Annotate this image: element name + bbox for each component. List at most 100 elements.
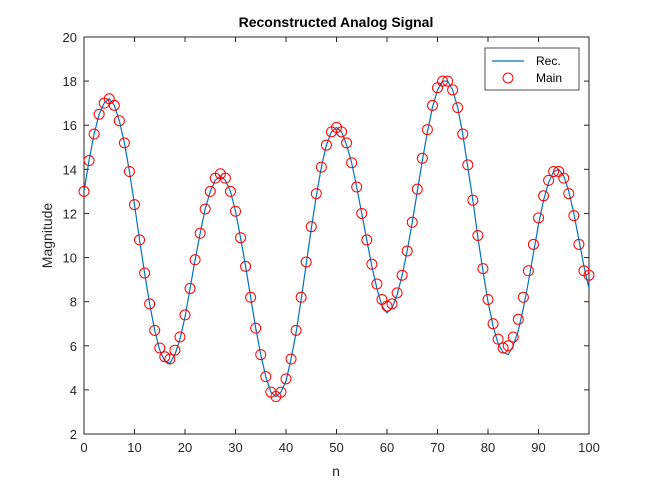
data-point-main [169, 344, 181, 356]
data-point-main [492, 333, 504, 345]
data-point-main [467, 194, 479, 206]
data-point-main [341, 137, 353, 149]
data-point-main [447, 84, 459, 96]
legend-box [484, 47, 580, 91]
x-tick-label: 10 [127, 440, 141, 455]
data-point-main [78, 185, 90, 197]
data-point-main [517, 291, 529, 303]
data-point-main [437, 75, 449, 87]
data-point-main [543, 174, 555, 186]
data-point-main [502, 340, 514, 352]
data-point-main [179, 309, 191, 321]
data-point-main [401, 245, 413, 257]
ticks: 0 10 20 30 40 50 60 70 80 90 100 2 4 6 8 10 12 14 16 18 20 [63, 30, 600, 455]
data-point-main [563, 188, 575, 200]
data-point-main [235, 232, 247, 244]
data-point-main [356, 207, 368, 219]
data-point-main [573, 238, 585, 250]
data-point-main [315, 161, 327, 173]
data-point-main [144, 298, 156, 310]
data-point-main [477, 263, 489, 275]
data-point-main [199, 203, 211, 215]
data-point-main [275, 386, 287, 398]
data-point-main [346, 157, 358, 169]
series-layer [78, 75, 595, 403]
data-point-main [255, 349, 267, 361]
legend-label-rec: Rec. [536, 54, 561, 68]
data-point-main [452, 102, 464, 114]
data-point-main [426, 99, 438, 111]
data-point-main [522, 265, 534, 277]
x-tick-label: 40 [279, 440, 293, 455]
data-point-main [118, 137, 130, 149]
y-tick-label: 18 [63, 74, 77, 89]
plot-area [83, 36, 590, 435]
legend-label-main: Main [536, 71, 562, 85]
data-point-main [300, 256, 312, 268]
y-tick-label: 8 [70, 295, 77, 310]
data-point-main [139, 267, 151, 279]
data-point-main [351, 181, 363, 193]
data-point-main [336, 126, 348, 138]
x-tick-label: 90 [531, 440, 545, 455]
x-tick-label: 0 [80, 440, 87, 455]
data-point-main [219, 172, 231, 184]
data-point-main [366, 258, 378, 270]
data-point-main [290, 324, 302, 336]
data-point-main [240, 260, 252, 272]
data-point-main [123, 166, 135, 178]
data-point-main [497, 342, 509, 354]
data-point-main [361, 234, 373, 246]
chart-title: Reconstructed Analog Signal [239, 14, 434, 30]
data-point-main [472, 230, 484, 241]
data-point-main [421, 124, 433, 136]
data-point-main [391, 287, 403, 299]
data-point-main [568, 210, 580, 222]
data-point-main [527, 238, 539, 250]
data-point-main [164, 353, 176, 365]
data-point-main [154, 342, 166, 354]
data-point-main [224, 185, 236, 197]
data-point-main [442, 75, 454, 87]
data-point-main [310, 188, 322, 200]
data-point-main [548, 166, 560, 178]
y-tick-label: 10 [63, 251, 77, 266]
data-point-main [134, 234, 146, 246]
y-tick-label: 16 [63, 118, 77, 133]
data-point-main [320, 139, 332, 151]
data-point-main [295, 291, 307, 303]
y-tick-label: 14 [63, 162, 77, 177]
data-point-main [406, 216, 418, 228]
y-tick-label: 20 [63, 30, 77, 45]
data-point-main [108, 99, 120, 111]
y-tick-label: 2 [70, 427, 77, 442]
x-axis-label: n [332, 463, 340, 479]
legend-marker-swatch [502, 72, 514, 84]
data-point-main [558, 172, 570, 184]
y-tick-label: 4 [70, 383, 77, 398]
data-point-main [204, 185, 216, 197]
data-point-main [285, 353, 297, 365]
y-tick-label: 12 [63, 206, 77, 221]
data-point-main [482, 293, 494, 305]
data-point-main [371, 278, 383, 290]
data-point-main [260, 371, 272, 383]
x-tick-label: 70 [430, 440, 444, 455]
data-point-main [411, 183, 423, 195]
data-point-main [230, 205, 241, 217]
data-point-main [457, 128, 469, 140]
data-point-main [93, 108, 105, 120]
data-point-main [149, 324, 161, 336]
data-point-main [129, 199, 140, 211]
x-tick-label: 80 [481, 440, 495, 455]
data-point-main [194, 227, 206, 239]
data-point-main [83, 155, 95, 167]
x-tick-label: 100 [578, 440, 600, 455]
data-point-main [538, 190, 550, 202]
data-point-main [507, 331, 519, 343]
data-point-main [305, 221, 317, 233]
data-point-main [113, 115, 125, 127]
data-point-main [184, 282, 196, 294]
data-point-main [189, 254, 201, 266]
